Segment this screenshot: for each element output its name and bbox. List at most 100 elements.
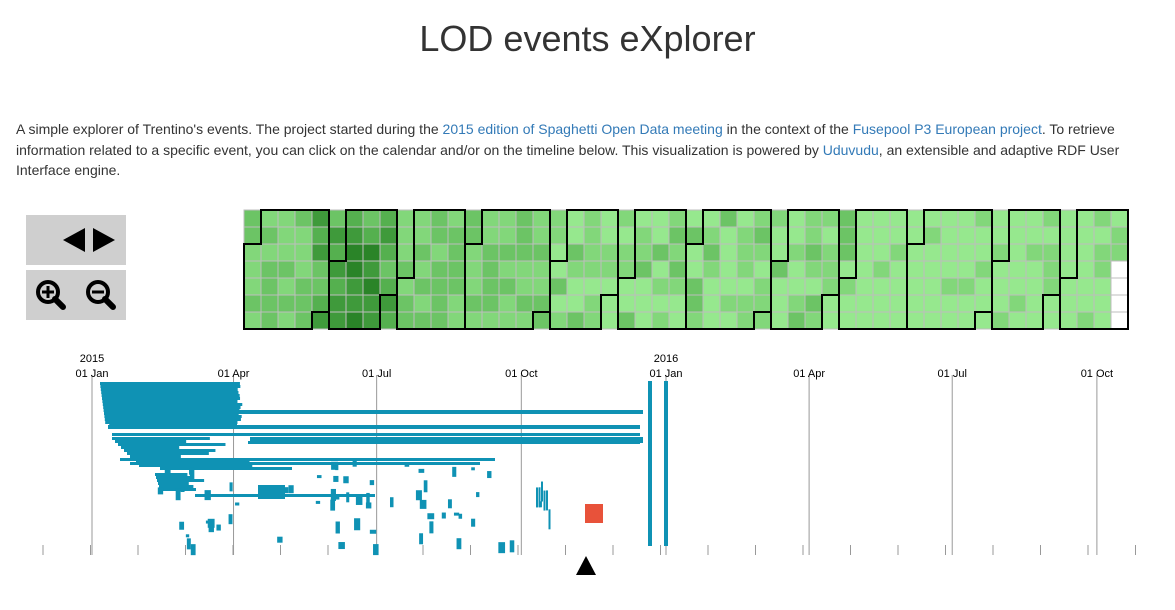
calendar-day-cell[interactable] bbox=[498, 311, 517, 330]
calendar-day-cell[interactable] bbox=[991, 294, 1010, 313]
calendar-day-cell[interactable] bbox=[1110, 277, 1129, 296]
event-bar[interactable] bbox=[102, 400, 237, 403]
calendar-day-cell[interactable] bbox=[277, 243, 296, 262]
calendar-day-cell[interactable] bbox=[464, 226, 483, 245]
calendar-day-cell[interactable] bbox=[379, 243, 398, 262]
calendar-day-cell[interactable] bbox=[583, 277, 602, 296]
event-bar[interactable] bbox=[335, 521, 340, 534]
calendar-day-cell[interactable] bbox=[532, 294, 551, 313]
arrow-left-icon[interactable] bbox=[63, 228, 85, 252]
calendar-day-cell[interactable] bbox=[974, 226, 993, 245]
calendar-day-cell[interactable] bbox=[515, 209, 534, 228]
event-bar[interactable] bbox=[158, 482, 189, 485]
calendar-day-cell[interactable] bbox=[1042, 277, 1061, 296]
event-bar[interactable] bbox=[315, 500, 321, 504]
calendar-day-cell[interactable] bbox=[668, 243, 687, 262]
calendar-day-cell[interactable] bbox=[1008, 260, 1027, 279]
calendar-day-cell[interactable] bbox=[702, 277, 721, 296]
event-bar[interactable] bbox=[538, 487, 541, 508]
calendar-day-cell[interactable] bbox=[804, 226, 823, 245]
event-bar[interactable] bbox=[108, 421, 238, 424]
calendar-day-cell[interactable] bbox=[1110, 260, 1129, 279]
calendar-day-cell[interactable] bbox=[1110, 226, 1129, 245]
calendar-day-cell[interactable] bbox=[311, 260, 330, 279]
calendar-day-cell[interactable] bbox=[566, 294, 585, 313]
calendar-day-cell[interactable] bbox=[549, 311, 568, 330]
event-bar[interactable] bbox=[190, 544, 196, 556]
calendar-day-cell[interactable] bbox=[566, 243, 585, 262]
calendar-day-cell[interactable] bbox=[447, 226, 466, 245]
event-bar[interactable] bbox=[355, 494, 363, 505]
calendar-day-cell[interactable] bbox=[362, 294, 381, 313]
calendar-day-cell[interactable] bbox=[651, 260, 670, 279]
calendar-day-cell[interactable] bbox=[889, 294, 908, 313]
calendar-day-cell[interactable] bbox=[821, 277, 840, 296]
calendar-day-cell[interactable] bbox=[940, 260, 959, 279]
calendar-day-cell[interactable] bbox=[328, 260, 347, 279]
calendar-day-cell[interactable] bbox=[685, 226, 704, 245]
calendar-day-cell[interactable] bbox=[396, 277, 415, 296]
calendar-day-cell[interactable] bbox=[974, 260, 993, 279]
calendar-day-cell[interactable] bbox=[719, 209, 738, 228]
calendar-day-cell[interactable] bbox=[413, 294, 432, 313]
calendar-day-cell[interactable] bbox=[345, 209, 364, 228]
calendar-day-cell[interactable] bbox=[702, 260, 721, 279]
calendar-day-cell[interactable] bbox=[838, 294, 857, 313]
event-bar[interactable] bbox=[185, 534, 190, 538]
calendar-day-cell[interactable] bbox=[277, 311, 296, 330]
calendar-day-cell[interactable] bbox=[1025, 260, 1044, 279]
event-bar[interactable] bbox=[427, 513, 435, 520]
calendar-day-cell[interactable] bbox=[566, 209, 585, 228]
calendar-day-cell[interactable] bbox=[770, 243, 789, 262]
calendar-day-cell[interactable] bbox=[736, 226, 755, 245]
calendar-day-cell[interactable] bbox=[906, 294, 925, 313]
event-bar[interactable] bbox=[235, 502, 240, 506]
calendar-day-cell[interactable] bbox=[838, 260, 857, 279]
calendar-day-cell[interactable] bbox=[413, 260, 432, 279]
calendar-day-cell[interactable] bbox=[600, 260, 619, 279]
calendar-day-cell[interactable] bbox=[923, 311, 942, 330]
event-bar[interactable] bbox=[115, 440, 187, 443]
event-bar[interactable] bbox=[139, 464, 253, 467]
calendar-day-cell[interactable] bbox=[243, 311, 262, 330]
calendar-day-cell[interactable] bbox=[753, 311, 772, 330]
calendar-day-cell[interactable] bbox=[702, 209, 721, 228]
calendar-day-cell[interactable] bbox=[1025, 209, 1044, 228]
event-bar[interactable] bbox=[316, 475, 322, 479]
calendar-day-cell[interactable] bbox=[736, 260, 755, 279]
calendar-day-cell[interactable] bbox=[549, 243, 568, 262]
calendar-day-cell[interactable] bbox=[1025, 226, 1044, 245]
calendar-day-cell[interactable] bbox=[736, 311, 755, 330]
event-bar[interactable] bbox=[441, 512, 446, 519]
calendar-day-cell[interactable] bbox=[838, 209, 857, 228]
calendar-day-cell[interactable] bbox=[634, 209, 653, 228]
calendar-day-cell[interactable] bbox=[566, 226, 585, 245]
event-bar[interactable] bbox=[120, 458, 495, 461]
event-bar[interactable] bbox=[204, 490, 211, 501]
event-bar[interactable] bbox=[335, 494, 340, 500]
calendar-day-cell[interactable] bbox=[481, 243, 500, 262]
calendar-day-cell[interactable] bbox=[294, 311, 313, 330]
calendar-day-cell[interactable] bbox=[1076, 260, 1095, 279]
calendar-day-cell[interactable] bbox=[260, 277, 279, 296]
calendar-day-cell[interactable] bbox=[1076, 277, 1095, 296]
calendar-day-cell[interactable] bbox=[719, 260, 738, 279]
calendar-day-cell[interactable] bbox=[379, 294, 398, 313]
event-bar[interactable] bbox=[343, 476, 349, 484]
calendar-day-cell[interactable] bbox=[736, 243, 755, 262]
calendar-day-cell[interactable] bbox=[481, 260, 500, 279]
event-bar[interactable] bbox=[536, 487, 538, 508]
zoom-out-icon[interactable] bbox=[86, 280, 116, 310]
calendar-day-cell[interactable] bbox=[770, 311, 789, 330]
uduvudu-link[interactable]: Uduvudu bbox=[822, 141, 879, 158]
calendar-day-cell[interactable] bbox=[600, 294, 619, 313]
calendar-day-cell[interactable] bbox=[464, 243, 483, 262]
event-bar[interactable] bbox=[452, 466, 457, 477]
calendar-day-cell[interactable] bbox=[617, 294, 636, 313]
calendar-day-cell[interactable] bbox=[1008, 226, 1027, 245]
calendar-day-cell[interactable] bbox=[328, 294, 347, 313]
calendar-day-cell[interactable] bbox=[957, 294, 976, 313]
event-bar[interactable] bbox=[365, 502, 372, 509]
calendar-day-cell[interactable] bbox=[821, 294, 840, 313]
event-bar[interactable] bbox=[429, 521, 434, 534]
